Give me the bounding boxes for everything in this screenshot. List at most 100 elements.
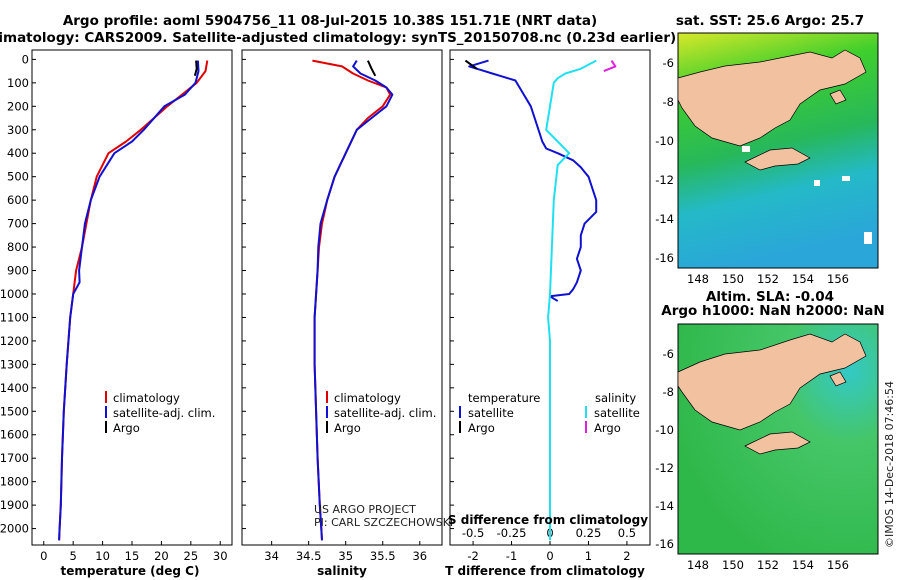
depth-tick-label: 700 — [7, 217, 29, 231]
x-tick-label: -1 — [506, 549, 517, 563]
series-salinity-satellite — [545, 59, 597, 541]
depth-tick-label: 1300 — [0, 357, 29, 371]
depth-tick-label: 2000 — [0, 522, 29, 536]
depth-tick-label: 1600 — [0, 428, 29, 442]
legend-label: satellite-adj. clim. — [113, 406, 215, 420]
map-lon-label: 156 — [827, 272, 849, 286]
depth-axis: 0 100 200 300 400 500 600 700 800 900 1000 1100 1200… — [0, 52, 454, 536]
sst-nodata — [842, 176, 850, 181]
x-tick-label: 5 — [70, 549, 77, 563]
map-lon-label: 150 — [722, 272, 744, 286]
temperature-legend: climatology satellite-adj. clim. Argo — [105, 391, 215, 435]
x-tick-label: 2 — [623, 549, 630, 563]
series-climatology — [58, 60, 209, 541]
project-annotation: US ARGO PROJECT — [314, 503, 416, 516]
map-axes: -6 -8 -10 -12 -14 -16 148 150 152 154 156 -6 -8 -10 -1… — [655, 56, 849, 572]
map-lon-label: 156 — [827, 558, 849, 572]
x-tick-label: 0 — [40, 549, 47, 563]
title-line-1: Argo profile: aoml 5904756_11 08-Jul-201… — [63, 13, 597, 29]
pi-annotation: PI: CARL SZCZECHOWSKI — [314, 516, 453, 529]
map-lat-label: -6 — [663, 56, 674, 70]
sst-title: sat. SST: 25.6 Argo: 25.7 — [676, 13, 864, 29]
series-satellite-adj-clim- — [58, 60, 200, 541]
title-line-2: Climatology: CARS2009. Satellite-adjuste… — [0, 30, 676, 46]
depth-tick-label: 400 — [7, 146, 29, 160]
series-temperature-satellite — [468, 59, 598, 302]
depth-tick-label: 300 — [7, 123, 29, 137]
x-tick-label: 10 — [95, 549, 110, 563]
legend-swatch-t-satellite — [459, 406, 461, 418]
salinity-xlabel: salinity — [317, 564, 367, 578]
sla-island — [829, 371, 847, 387]
map-lon-label: 152 — [757, 558, 779, 572]
map-lat-label: -6 — [663, 347, 674, 361]
x-tick-label: 36 — [412, 549, 427, 563]
map-lat-label: -16 — [655, 251, 674, 265]
sst-island — [829, 89, 847, 105]
legend-label: Argo — [594, 421, 621, 435]
legend-swatch-climatology — [326, 391, 328, 403]
difference-x-axis: -2 -1 0 1 2-0.5 -0.25 0 0.25 0.5 — [462, 526, 636, 563]
sla-title: Altim. SLA: -0.04 — [706, 289, 834, 305]
series-argo — [193, 60, 198, 77]
depth-tick-label: 1900 — [0, 498, 29, 512]
legend-label: climatology — [113, 391, 180, 405]
map-lat-label: -16 — [655, 537, 674, 551]
depth-tick-label: 100 — [7, 76, 29, 90]
depth-tick-label: 1200 — [0, 334, 29, 348]
map-lon-label: 152 — [757, 272, 779, 286]
map-lat-label: -12 — [655, 461, 674, 475]
salinity-curves — [312, 59, 394, 541]
s-tick-label: -0.25 — [497, 526, 527, 540]
salinity-panel — [241, 49, 443, 546]
x-tick-label: 0 — [546, 549, 553, 563]
depth-tick-label: 900 — [7, 264, 29, 278]
legend-label: Argo — [113, 421, 140, 435]
sla-island — [744, 431, 811, 455]
sst-map — [677, 32, 879, 269]
legend-title-temperature: temperature — [468, 391, 540, 405]
watermark: ©IMOS 14-Dec-2018 07:46:54 — [883, 381, 896, 548]
legend-swatch-satellite — [326, 406, 328, 418]
map-lat-label: -14 — [655, 499, 674, 513]
depth-tick-label: 200 — [7, 99, 29, 113]
salinity-x-axis: 34 34.5 35 35.5 36 — [264, 541, 427, 563]
map-lon-label: 154 — [792, 272, 814, 286]
x-tick-label: 34 — [264, 549, 279, 563]
x-tick-label: 30 — [213, 549, 228, 563]
temperature-x-axis: 0 5 10 15 20 25 30 — [40, 541, 228, 563]
depth-tick-label: 800 — [7, 240, 29, 254]
map-lat-label: -10 — [655, 134, 674, 148]
s-tick-label: 0.25 — [576, 526, 602, 540]
depth-tick-label: 600 — [7, 193, 29, 207]
series-satellite-adj-clim- — [313, 60, 394, 541]
difference-xlabel: T difference from climatology — [445, 564, 645, 578]
series-salinity-argo — [603, 60, 617, 73]
map-lat-label: -12 — [655, 173, 674, 187]
map-lat-label: -14 — [655, 212, 674, 226]
sla-map — [677, 323, 879, 555]
x-tick-label: 20 — [154, 549, 169, 563]
salinity-legend: climatology satellite-adj. clim. Argo US… — [314, 391, 453, 529]
s-tick-label: 0.5 — [618, 526, 636, 540]
sla-land — [677, 333, 867, 431]
x-tick-label: -2 — [467, 549, 478, 563]
x-tick-label: 1 — [585, 549, 592, 563]
map-lon-label: 148 — [687, 272, 709, 286]
depth-tick-label: 0 — [22, 52, 29, 66]
series-temperature-argo — [464, 59, 478, 70]
x-tick-label: 35.5 — [370, 549, 396, 563]
legend-swatch-t-argo — [459, 421, 461, 433]
sst-island — [744, 147, 811, 171]
legend-swatch-argo — [326, 421, 328, 433]
depth-tick-label: 1800 — [0, 475, 29, 489]
temperature-xlabel: temperature (deg C) — [61, 564, 200, 578]
difference-curves — [464, 59, 617, 541]
sst-land — [677, 49, 867, 147]
map-lat-label: -8 — [663, 95, 674, 109]
legend-title-salinity: salinity — [595, 391, 636, 405]
legend-label: Argo — [334, 421, 361, 435]
map-lat-label: -10 — [655, 423, 674, 437]
map-lat-label: -8 — [663, 385, 674, 399]
s-tick-label: -0.5 — [462, 526, 484, 540]
